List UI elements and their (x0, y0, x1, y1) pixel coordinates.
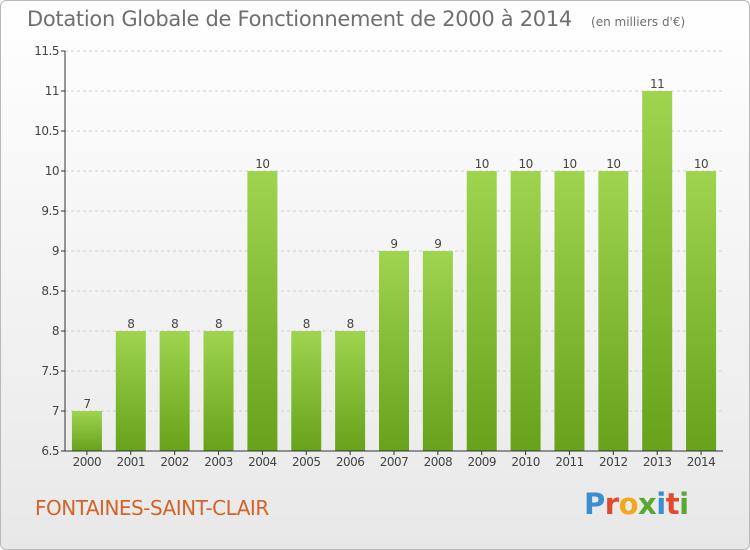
bar (422, 251, 453, 451)
bar (203, 331, 234, 451)
title-row: Dotation Globale de Fonctionnement de 20… (27, 7, 685, 31)
x-tick-label: 2001 (117, 455, 146, 469)
y-tick-label: 9 (52, 244, 59, 258)
x-tick-label: 2002 (160, 455, 189, 469)
x-tick-label: 2006 (336, 455, 365, 469)
y-tick-label: 9.5 (41, 204, 59, 218)
chart-title: Dotation Globale de Fonctionnement de 20… (27, 7, 572, 31)
data-label: 8 (127, 317, 134, 331)
y-tick-label: 10 (45, 164, 59, 178)
data-label: 8 (303, 317, 310, 331)
x-tick-label: 2013 (643, 455, 672, 469)
x-tick-label: 2008 (424, 455, 453, 469)
x-tick-label: 2004 (248, 455, 277, 469)
x-tick-label: 2005 (292, 455, 321, 469)
data-label: 10 (255, 157, 269, 171)
x-tick-label: 2012 (599, 455, 628, 469)
bar (291, 331, 322, 451)
data-label: 10 (518, 157, 532, 171)
y-tick-label: 7.5 (41, 364, 59, 378)
bar (554, 171, 585, 451)
unit-label: (en milliers d'€) (591, 15, 686, 29)
data-label: 10 (606, 157, 620, 171)
y-tick-label: 10.5 (34, 124, 59, 138)
logo-letter: i (679, 487, 689, 521)
data-label: 10 (562, 157, 576, 171)
x-tick-label: 2011 (555, 455, 584, 469)
logo-letter: o (618, 487, 639, 521)
bar (686, 171, 717, 451)
bar (335, 331, 366, 451)
logo-letter: x (638, 487, 657, 521)
logo-letter: P (584, 487, 605, 521)
x-tick-label: 2000 (73, 455, 102, 469)
bar (71, 411, 102, 451)
bar (379, 251, 409, 451)
y-tick-label: 8 (52, 324, 59, 338)
y-tick-label: 11 (45, 84, 59, 98)
logo-letter: i (656, 487, 666, 521)
data-label: 10 (694, 157, 708, 171)
data-label: 7 (83, 397, 90, 411)
bar (115, 331, 146, 451)
data-label: 9 (390, 237, 397, 251)
bar (247, 171, 278, 451)
data-label: 10 (475, 157, 489, 171)
y-tick-label: 8.5 (41, 284, 59, 298)
x-tick-label: 2014 (687, 455, 716, 469)
data-label: 9 (434, 237, 441, 251)
proxiti-logo: Proxiti (584, 487, 689, 521)
bar (510, 171, 541, 451)
bar (642, 91, 673, 451)
x-tick-label: 2009 (467, 455, 496, 469)
logo-letter: r (604, 487, 619, 521)
y-tick-label: 11.5 (34, 44, 59, 58)
y-tick-label: 6.5 (41, 444, 59, 458)
y-tick-label: 7 (52, 404, 59, 418)
bar (598, 171, 629, 451)
data-label: 8 (171, 317, 178, 331)
data-label: 11 (650, 77, 664, 91)
x-tick-label: 2003 (204, 455, 233, 469)
commune-name: FONTAINES-SAINT-CLAIR (35, 496, 269, 520)
logo-letter: t (665, 487, 680, 521)
x-tick-label: 2007 (380, 455, 409, 469)
data-label: 8 (215, 317, 222, 331)
bar (466, 171, 497, 451)
bar (159, 331, 190, 451)
x-tick-label: 2010 (511, 455, 540, 469)
data-label: 8 (347, 317, 354, 331)
